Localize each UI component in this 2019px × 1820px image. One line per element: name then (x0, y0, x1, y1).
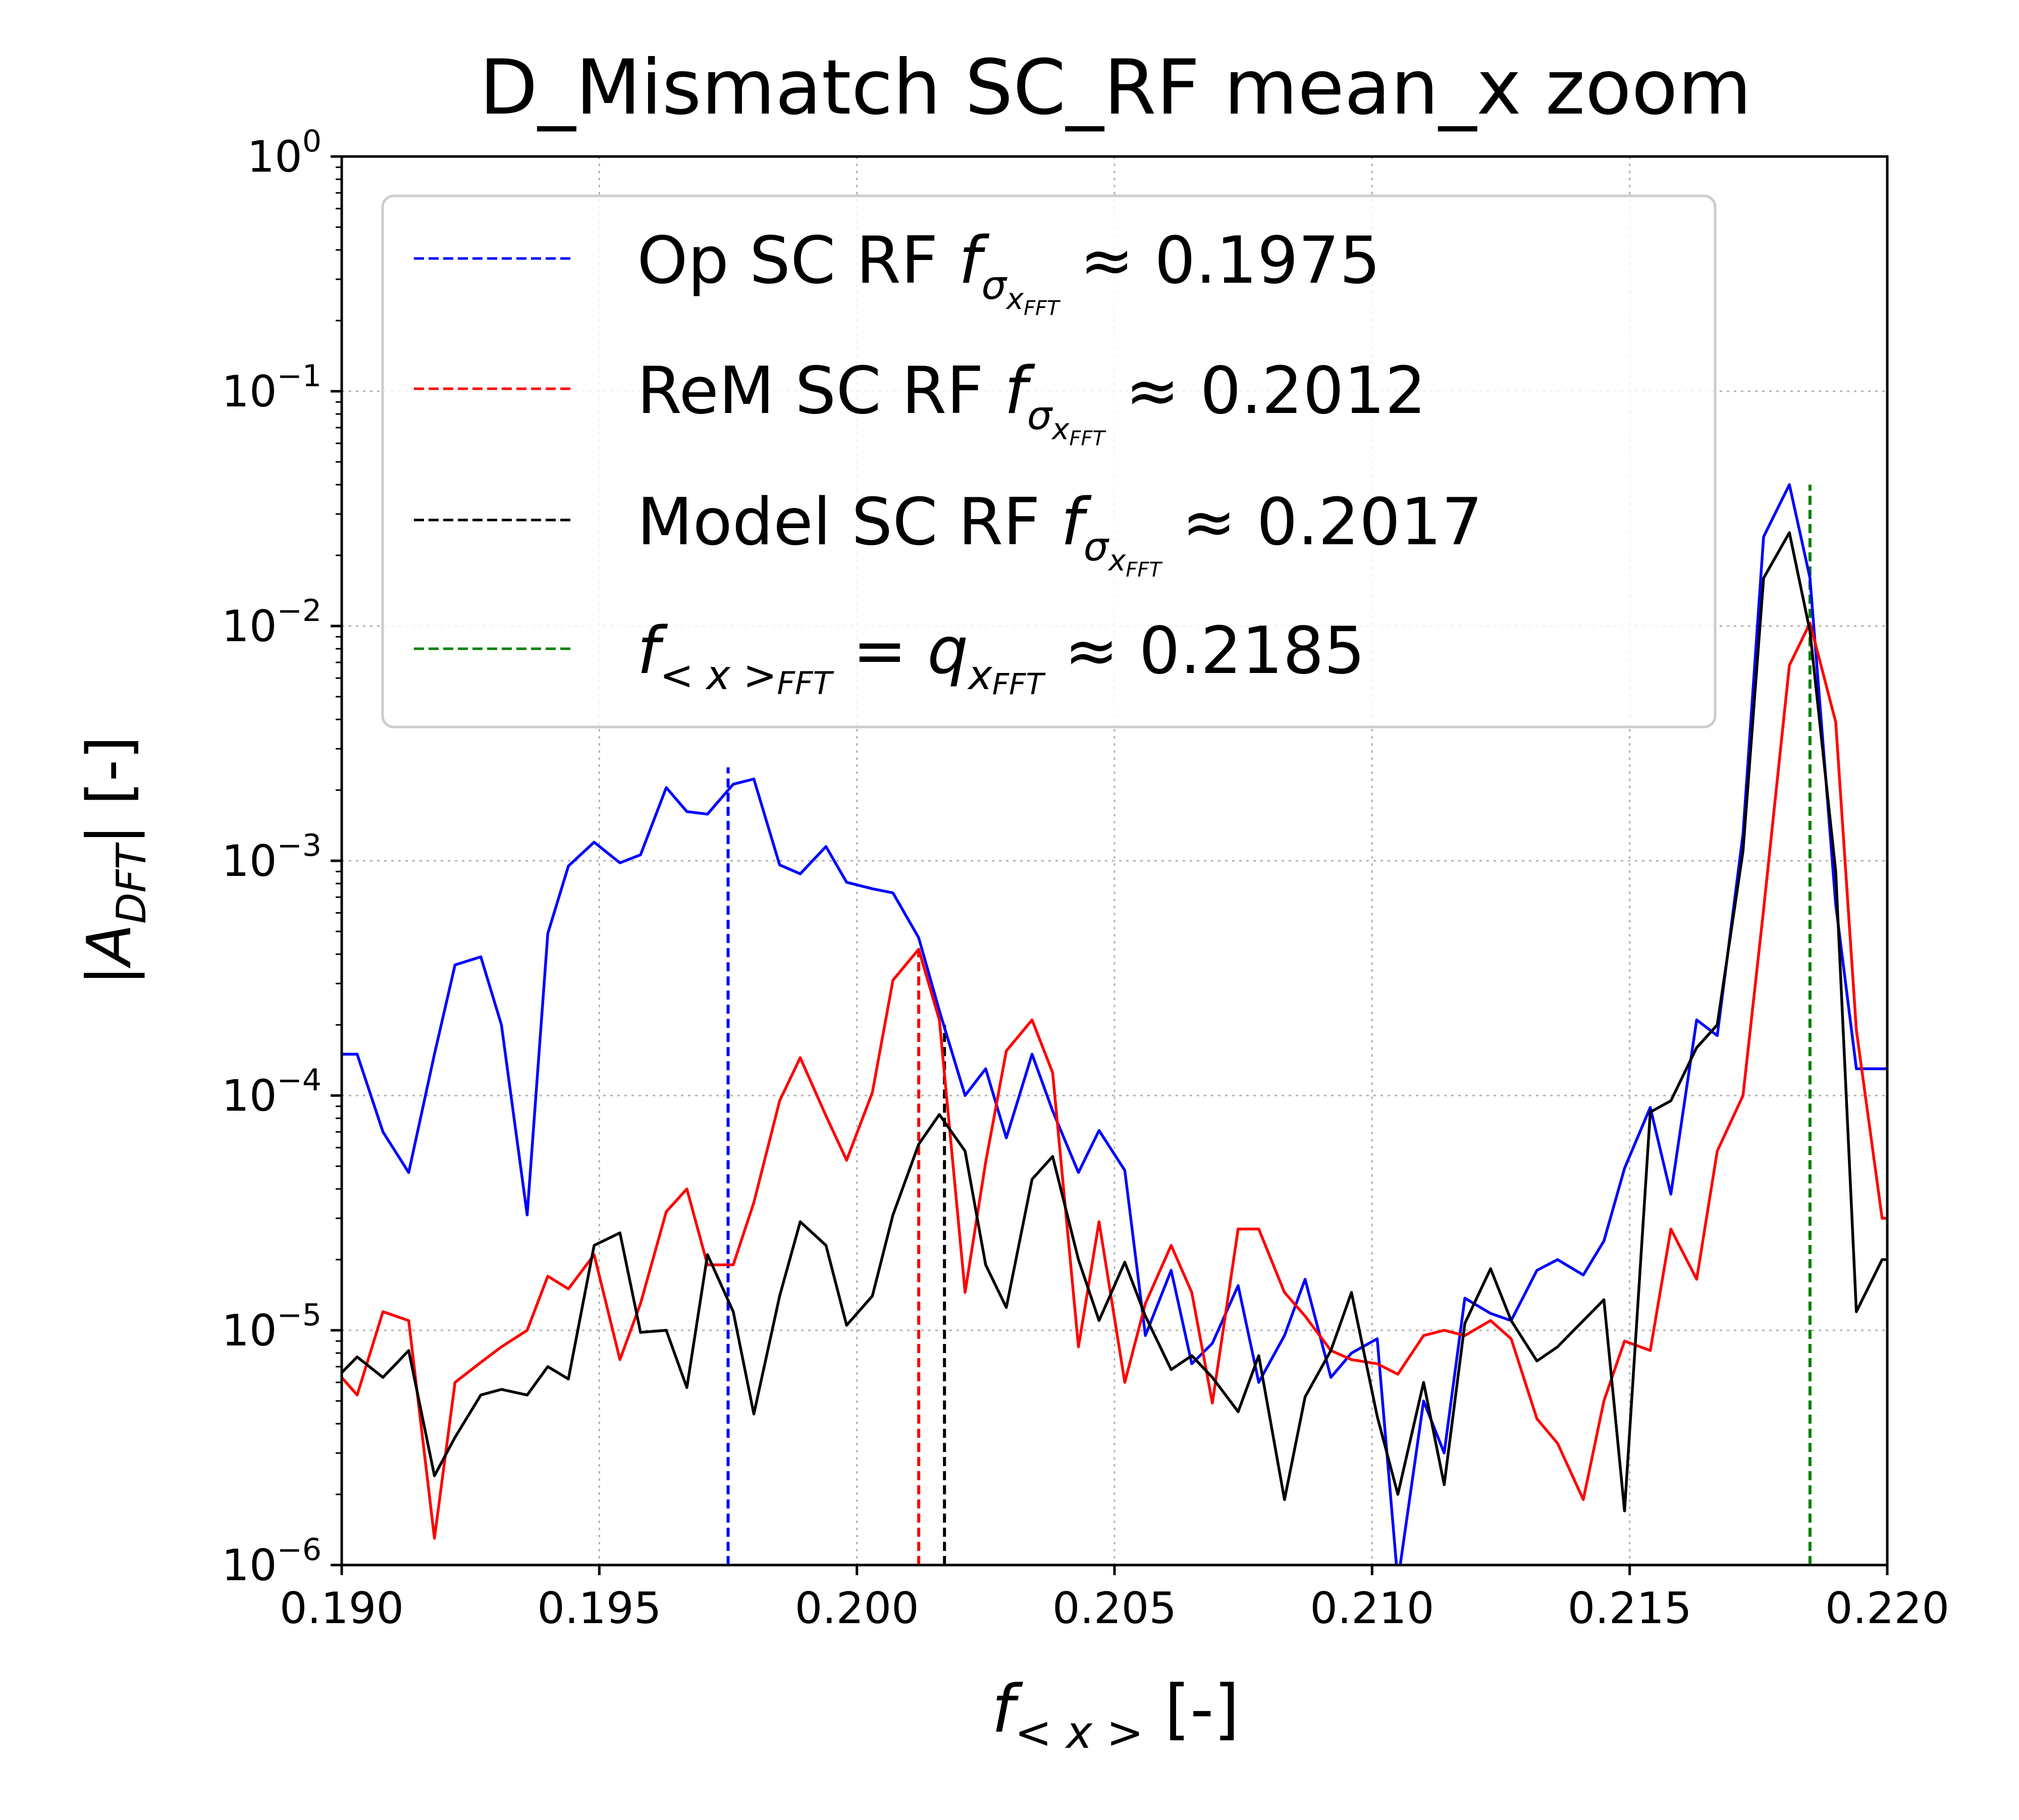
y-tick-label: 10−6 (222, 1532, 322, 1591)
x-tick-label: 0.190 (280, 1583, 404, 1634)
legend: Op SC RF fσxFFT ≈ 0.1975 ReM SC RF fσxFF… (381, 194, 1717, 729)
x-tick-label: 0.215 (1568, 1583, 1692, 1634)
x-tick-label: 0.220 (1825, 1583, 1949, 1634)
series-layer (342, 483, 1887, 1565)
series-line (342, 483, 1887, 1565)
y-tick-label: 10−2 (222, 593, 322, 652)
x-tick-label: 0.205 (1052, 1583, 1177, 1634)
y-tick-label: 10−4 (222, 1063, 322, 1121)
x-tick-label: 0.200 (795, 1583, 919, 1634)
x-tick-label: 0.210 (1310, 1583, 1434, 1634)
series-line (342, 621, 1887, 1540)
legend-frame (381, 194, 1717, 729)
x-axis-label: f< x > [-] (992, 1671, 1240, 1758)
y-tick-label: 10−3 (222, 828, 322, 887)
x-tick-label: 0.195 (537, 1583, 661, 1634)
y-tick-label: 100 (247, 124, 322, 182)
series-line (342, 531, 1887, 1513)
chart-title: D_Mismatch SC_RF mean_x zoom (480, 44, 1751, 132)
tick-layer: 0.190 0.195 0.200 0.205 0.210 0.215 0.220 100 10… (222, 124, 1949, 1634)
marker-lines (726, 485, 1812, 1565)
y-tick-label: 10−1 (222, 358, 322, 417)
y-tick-label: 10−5 (222, 1297, 322, 1356)
